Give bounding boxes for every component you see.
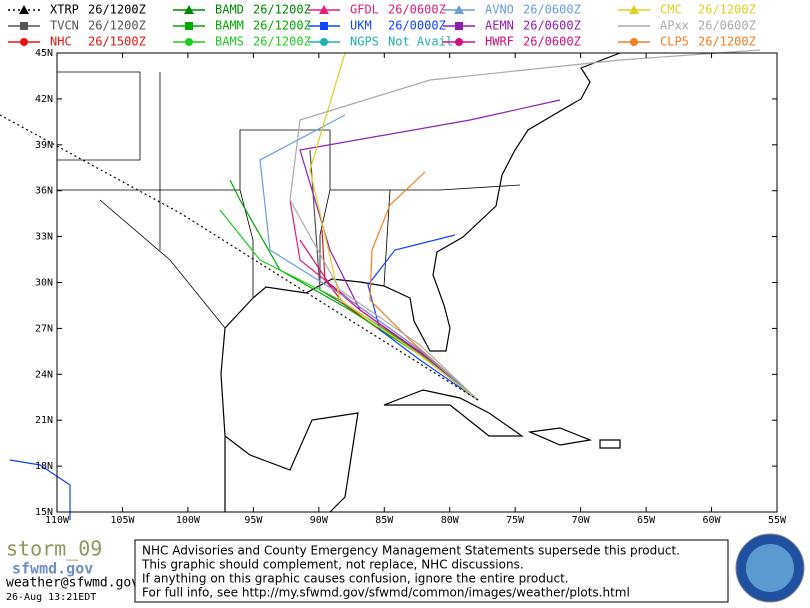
legend-symbol: [630, 38, 638, 46]
lat-label: 18N: [35, 461, 53, 472]
legend-symbol: [185, 22, 193, 30]
legend-symbol: [184, 5, 194, 14]
storm-id: storm_09: [6, 537, 102, 561]
lat-label: 45N: [35, 48, 53, 59]
lat-label: 33N: [35, 232, 53, 243]
legend-time: 26/1500Z: [88, 35, 146, 49]
legend-symbol: [20, 38, 28, 46]
lon-label: 85W: [375, 515, 394, 526]
legend-model: BAMD: [215, 3, 244, 17]
legend-model: HWRF: [485, 35, 514, 49]
legend-model: AVNO: [485, 3, 514, 17]
legend-model: BAMS: [215, 35, 244, 49]
logo-text: sfwmd.gov: [12, 560, 93, 578]
lat-label: 27N: [35, 323, 53, 334]
legend-time: 26/0600Z: [523, 3, 581, 17]
legend-model: BAMM: [215, 19, 244, 33]
lat-label: 21N: [35, 415, 53, 426]
timestamp: 26-Aug 13:21EDT: [6, 592, 96, 603]
legend-symbol: [320, 38, 328, 46]
legend-symbol: [629, 5, 639, 14]
email: weather@sfwmd.gov: [6, 576, 139, 591]
seal-inner: [746, 544, 794, 592]
legend-symbol: [320, 22, 328, 30]
legend-symbol: [319, 5, 329, 14]
legend-time: 26/0600Z: [698, 19, 756, 33]
legend-symbol: [185, 38, 193, 46]
coastlines: [220, 52, 621, 513]
notice: NHC Advisories and County Emergency Mana…: [141, 544, 680, 600]
legend-model: APxx: [660, 19, 689, 33]
legend-model: CMC: [660, 3, 682, 17]
lon-label: 80W: [441, 515, 460, 526]
footer: storm_09 sfwmd.gov weather@sfwmd.gov 26-…: [6, 533, 805, 603]
legend-model: TVCN: [50, 19, 79, 33]
lat-label: 15N: [35, 507, 53, 518]
legend-time: 26/1200Z: [253, 19, 311, 33]
lat-label: 36N: [35, 186, 53, 197]
lon-label: 95W: [244, 515, 263, 526]
legend-symbol: [19, 5, 29, 14]
notice-line: For full info, see http://my.sfwmd.gov/s…: [142, 586, 630, 600]
notice-line: This graphic should complement, not repl…: [141, 558, 524, 572]
legend-symbol: [455, 22, 463, 30]
lon-label: 55W: [768, 515, 787, 526]
legend-time: 26/1200Z: [698, 3, 756, 17]
legend-time: Not Avail: [388, 35, 453, 49]
lat-label: 39N: [35, 140, 53, 151]
lon-label: 105W: [110, 515, 135, 526]
legend-model: GFDL: [350, 3, 379, 17]
legend-symbol: [454, 5, 464, 14]
lon-label: 60W: [703, 515, 722, 526]
legend-symbol: [20, 22, 28, 30]
notice-line: If anything on this graphic causes confu…: [142, 572, 569, 586]
legend-symbol: [455, 38, 463, 46]
legend-model: NHC: [50, 35, 72, 49]
lon-label: 100W: [176, 515, 201, 526]
lon-label: 65W: [637, 515, 656, 526]
legend-model: CLP5: [660, 35, 689, 49]
lon-label: 110W: [45, 515, 70, 526]
legend-time: 26/1200Z: [88, 19, 146, 33]
legend-model: NGPS: [350, 35, 379, 49]
notice-line: NHC Advisories and County Emergency Mana…: [142, 544, 680, 558]
lon-label: 90W: [310, 515, 329, 526]
legend-time: 26/1200Z: [698, 35, 756, 49]
legend: XTRP 26/1200Z TVCN 26/1200Z NHC 26/1500Z BAMD 2…: [8, 3, 756, 49]
lat-label: 24N: [35, 369, 53, 380]
legend-model: XTRP: [50, 3, 79, 17]
lon-label: 75W: [506, 515, 525, 526]
legend-time: 26/0600Z: [388, 3, 446, 17]
legend-model: AEMN: [485, 19, 514, 33]
legend-time: 26/1200Z: [253, 3, 311, 17]
legend-time: 26/1200Z: [253, 35, 311, 49]
legend-time: 26/0000Z: [388, 19, 446, 33]
lat-label: 42N: [35, 94, 53, 105]
legend-time: 26/0600Z: [523, 19, 581, 33]
legend-model: UKM: [350, 19, 372, 33]
legend-time: 26/1200Z: [88, 3, 146, 17]
legend-time: 26/0600Z: [523, 35, 581, 49]
forecast-tracks: [0, 49, 761, 520]
notice-box: [134, 539, 729, 603]
lon-label: 70W: [572, 515, 591, 526]
lat-label: 30N: [35, 278, 53, 289]
